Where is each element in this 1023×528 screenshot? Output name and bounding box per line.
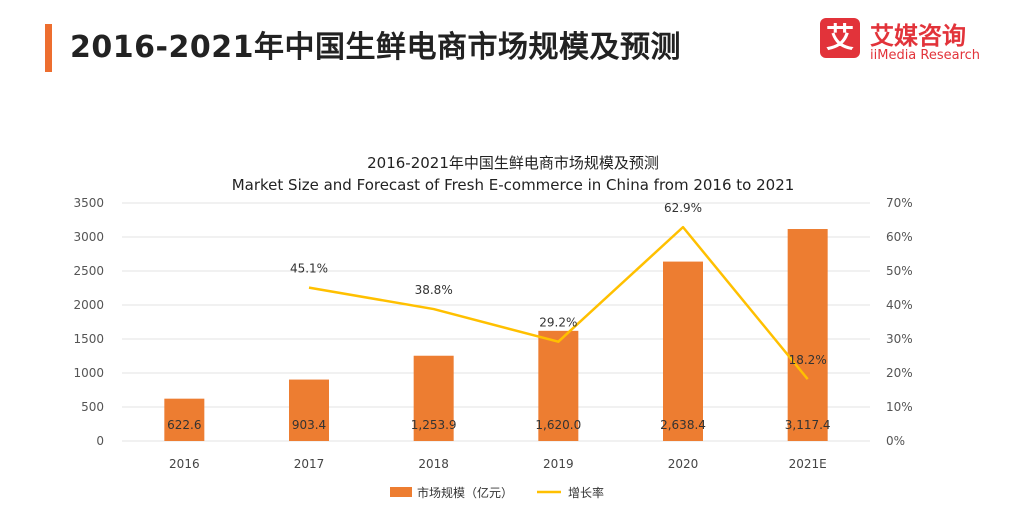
bar (289, 379, 329, 441)
y-left-tick-label: 3500 (73, 196, 104, 210)
bar-data-label: 1,253.9 (411, 418, 457, 432)
brand-logo: 艾 艾媒咨询 iiMedia Research (820, 14, 1010, 70)
y-left-tick-label: 0 (96, 434, 104, 448)
line-data-label: 18.2% (789, 353, 827, 367)
x-axis: 2016 2017 2018 2019 2020 2021E (169, 457, 827, 471)
page-title: 2016-2021年中国生鲜电商市场规模及预测 (70, 30, 681, 65)
line-data-label: 62.9% (664, 201, 702, 215)
y-right-tick-label: 40% (886, 298, 913, 312)
legend: 市场规模（亿元） 增长率 (390, 485, 604, 500)
bar-data-label: 903.4 (292, 418, 326, 432)
line-data-label: 29.2% (539, 316, 577, 330)
grid-layer (122, 202, 870, 442)
x-tick-label: 2018 (418, 457, 449, 471)
y-right-tick-label: 0% (886, 434, 905, 448)
y-left-tick-label: 1000 (73, 366, 104, 380)
x-tick-label: 2016 (169, 457, 200, 471)
y-left-tick-label: 500 (81, 400, 104, 414)
line-data-label: 38.8% (415, 283, 453, 297)
bar (413, 355, 454, 441)
title-accent-bar (45, 24, 52, 72)
bar (787, 229, 828, 441)
bar-data-label: 3,117.4 (785, 418, 831, 432)
y-right-tick-label: 20% (886, 366, 913, 380)
line-series: 45.1% 38.8% 29.2% 62.9% 18.2% (290, 201, 827, 380)
y-right-tick-label: 70% (886, 196, 913, 210)
logo-cn-text: 艾媒咨询 (870, 22, 966, 50)
chart-title: 2016-2021年中国生鲜电商市场规模及预测 (367, 154, 659, 172)
y-left-tick-label: 1500 (73, 332, 104, 346)
bar (538, 330, 579, 441)
y-right-tick-label: 30% (886, 332, 913, 346)
bar-series: 622.6 903.4 1,253.9 1,620.0 2,638.4 3,117.4 (164, 229, 831, 441)
legend-line-label: 增长率 (568, 485, 604, 500)
right-axis: 0% 10% 20% 30% 40% 50% 60% 70% (886, 196, 913, 448)
bar (663, 261, 703, 441)
y-right-tick-label: 10% (886, 400, 913, 414)
bar-data-label: 622.6 (167, 418, 201, 432)
y-left-tick-label: 2000 (73, 298, 104, 312)
bar-data-label: 2,638.4 (660, 418, 706, 432)
left-axis: 0 500 1000 1500 2000 2500 3000 3500 (73, 196, 104, 448)
legend-bar-swatch (390, 487, 412, 497)
logo-en-text: iiMedia Research (870, 48, 981, 63)
x-tick-label: 2020 (668, 457, 699, 471)
x-tick-label: 2017 (294, 457, 325, 471)
y-right-tick-label: 50% (886, 264, 913, 278)
bar-data-label: 1,620.0 (535, 418, 581, 432)
growth-rate-line (308, 225, 809, 380)
bar (164, 398, 205, 441)
legend-bar-label: 市场规模（亿元） (417, 485, 513, 500)
line-data-label: 45.1% (290, 262, 328, 276)
y-left-tick-label: 3000 (73, 230, 104, 244)
chart-subtitle: Market Size and Forecast of Fresh E-comm… (232, 176, 795, 194)
y-left-tick-label: 2500 (73, 264, 104, 278)
x-tick-label: 2021E (789, 457, 827, 471)
y-right-tick-label: 60% (886, 230, 913, 244)
logo-mark-icon: 艾 (820, 18, 860, 58)
x-tick-label: 2019 (543, 457, 574, 471)
